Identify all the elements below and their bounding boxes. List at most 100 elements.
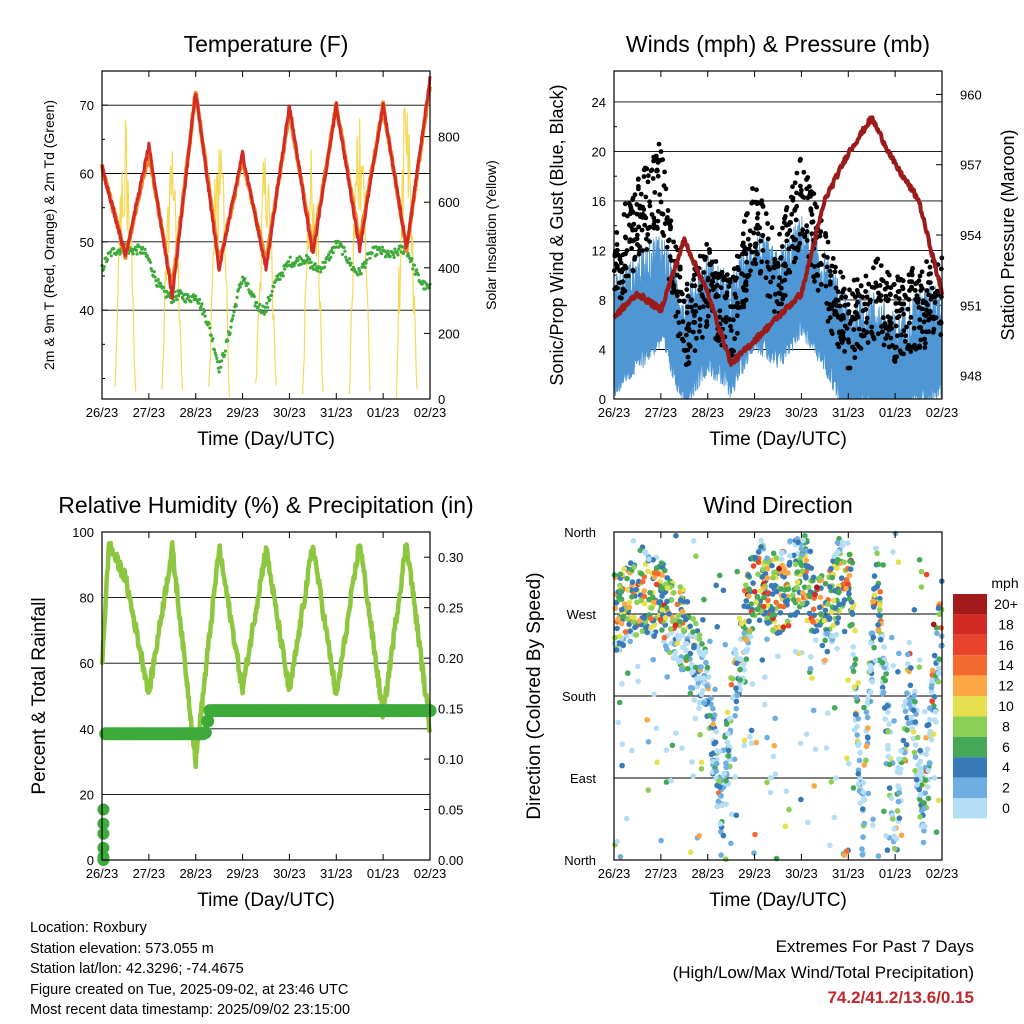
direction-point	[838, 575, 845, 581]
gust-point	[895, 274, 900, 280]
direction-point	[696, 632, 703, 638]
direction-point	[677, 584, 684, 590]
direction-point	[663, 605, 670, 611]
y-tick-label: North	[564, 853, 596, 868]
dewpoint-point	[234, 304, 238, 308]
dewpoint-point	[363, 265, 367, 270]
gust-point	[692, 348, 698, 354]
direction-point	[663, 779, 670, 785]
direction-point	[912, 719, 919, 725]
gust-point	[810, 219, 816, 225]
gust-point	[880, 329, 885, 335]
gust-point	[786, 246, 792, 252]
timestamp-text: Most recent data timestamp: 2025/09/02 2…	[30, 1002, 351, 1018]
direction-point	[741, 661, 747, 667]
direction-point	[880, 689, 887, 696]
gust-point	[922, 336, 927, 342]
dewpoint-point	[266, 295, 270, 300]
direction-point	[844, 755, 850, 762]
direction-point	[619, 741, 625, 747]
gust-point	[651, 225, 657, 231]
dewpoint-point	[152, 270, 156, 274]
direction-point	[748, 727, 755, 734]
direction-point	[743, 582, 749, 588]
gust-point	[658, 157, 663, 163]
gust-point	[634, 242, 640, 247]
legend-label: 8	[1002, 718, 1010, 734]
gust-point	[688, 298, 694, 303]
direction-point	[826, 616, 833, 622]
y-tick-label: 20	[80, 787, 94, 802]
y2-tick-label: 954	[960, 228, 982, 243]
gust-point	[740, 243, 745, 248]
direction-point	[884, 702, 891, 709]
direction-point	[666, 611, 672, 617]
direction-point	[917, 814, 923, 820]
direction-point	[668, 777, 674, 784]
direction-point	[626, 599, 633, 605]
gust-point	[655, 218, 661, 224]
direction-point	[812, 746, 819, 752]
direction-point	[802, 533, 808, 539]
dewpoint-point	[184, 300, 188, 304]
direction-point	[864, 699, 870, 706]
dewpoint-point	[255, 301, 259, 305]
gust-point	[894, 315, 900, 321]
gust-point	[916, 305, 922, 310]
precip-point	[97, 827, 110, 840]
gust-point	[664, 244, 670, 250]
direction-point	[616, 640, 622, 646]
direction-point	[855, 680, 862, 686]
dewpoint-point	[283, 267, 287, 271]
gust-point	[671, 239, 676, 245]
gust-point	[780, 244, 785, 249]
humidity-frame	[101, 531, 431, 861]
gust-series	[611, 141, 945, 371]
x-tick-label: 28/23	[691, 405, 724, 420]
gust-point	[900, 284, 905, 290]
y-tick-label: 0	[599, 392, 606, 407]
dewpoint-point	[340, 252, 345, 256]
gust-point	[658, 199, 664, 205]
direction-point	[764, 566, 770, 572]
dewpoint-point	[201, 312, 205, 316]
dewpoint-point	[134, 248, 138, 252]
gust-point	[732, 336, 737, 342]
gust-point	[883, 336, 889, 341]
gust-point	[873, 259, 879, 265]
direction-point	[680, 627, 687, 633]
direction-point	[872, 545, 879, 552]
gust-point	[744, 288, 749, 293]
direction-point	[916, 557, 923, 563]
dewpoint-point	[162, 285, 166, 289]
x-tick-label: 30/23	[273, 405, 306, 420]
gust-point	[790, 184, 795, 190]
direction-point	[843, 585, 849, 592]
direction-point	[737, 666, 743, 673]
direction-point	[835, 556, 841, 563]
direction-point	[928, 684, 935, 691]
gust-point	[685, 347, 691, 353]
direction-point	[821, 617, 828, 624]
direction-point	[653, 565, 660, 571]
y-tick-label: 24	[592, 95, 606, 110]
gust-point	[809, 212, 815, 217]
direction-point	[759, 574, 765, 580]
gust-point	[709, 278, 715, 284]
direction-point	[875, 561, 881, 567]
gust-point	[686, 342, 692, 347]
direction-point	[753, 599, 759, 605]
direction-point	[708, 695, 714, 702]
gust-point	[667, 222, 673, 228]
gust-point	[792, 206, 798, 212]
direction-point	[759, 657, 766, 663]
direction-point	[881, 644, 887, 650]
dewpoint-point	[308, 257, 312, 261]
direction-point	[898, 748, 904, 754]
y-tick-label: 70	[80, 98, 94, 113]
legend-title: mph	[991, 575, 1018, 591]
gust-point	[777, 275, 782, 280]
gust-point	[754, 201, 760, 207]
direction-point	[704, 683, 710, 689]
